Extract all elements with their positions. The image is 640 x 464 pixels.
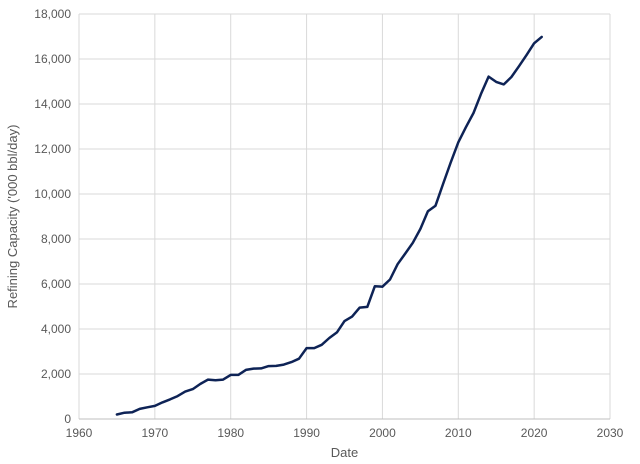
x-tick-label: 1990 <box>293 426 320 440</box>
x-tick-label: 1980 <box>217 426 244 440</box>
y-tick-label: 16,000 <box>34 52 71 66</box>
x-tick-labels: 1960 1970 1980 1990 2000 2010 2020 2030 <box>66 426 624 440</box>
x-tick-label: 2020 <box>521 426 548 440</box>
series-line <box>115 35 543 416</box>
grid <box>78 13 611 419</box>
y-tick-label: 18,000 <box>34 7 71 21</box>
x-tick-label: 1960 <box>66 426 93 440</box>
x-tick-label: 2030 <box>597 426 624 440</box>
y-tick-label: 8,000 <box>41 232 71 246</box>
y-tick-label: 10,000 <box>34 187 71 201</box>
y-tick-label: 12,000 <box>34 142 71 156</box>
y-tick-label: 0 <box>64 412 71 426</box>
y-axis-title: Refining Capacity ('000 bbl/day) <box>5 125 20 309</box>
y-tick-labels: 0 2,000 4,000 6,000 8,000 10,000 12,000 14,000 1… <box>34 7 71 426</box>
x-axis-title: Date <box>331 445 358 460</box>
series <box>115 35 543 416</box>
x-tick-label: 2010 <box>445 426 472 440</box>
x-tick-label: 1970 <box>142 426 169 440</box>
y-tick-label: 2,000 <box>41 367 71 381</box>
y-tick-label: 4,000 <box>41 322 71 336</box>
y-tick-label: 6,000 <box>41 277 71 291</box>
x-tick-label: 2000 <box>369 426 396 440</box>
y-tick-label: 14,000 <box>34 97 71 111</box>
